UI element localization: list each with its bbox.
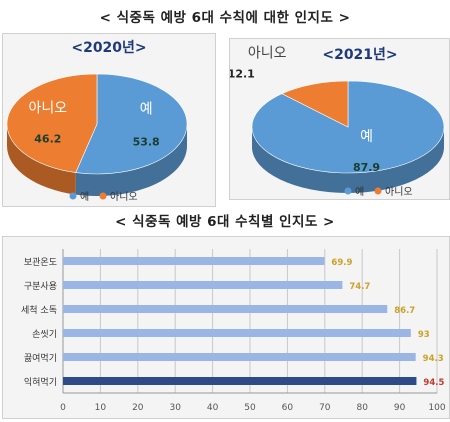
legend-marker-아니오 [99,192,107,200]
pie-title-2020: <2020년> [71,40,146,56]
value-label: 94.5 [423,378,444,388]
category-label: 끓여먹기 [24,352,57,364]
legend-label: 예 [80,191,89,203]
pie-slice-value: 46.2 [34,133,61,146]
pie-slice-아니오 [281,80,349,128]
legend-label: 예 [355,186,364,198]
x-tick-label: 100 [428,403,445,413]
bar-손씻기 [63,329,411,337]
x-tick-label: 80 [356,403,368,413]
category-label: 구분사용 [24,281,57,292]
value-label: 94.3 [423,354,444,364]
x-tick-label: 70 [319,403,331,413]
pie-slice-name: 예 [140,101,153,117]
x-tick-label: 30 [169,403,181,413]
bar-세척 소독 [63,305,388,313]
x-tick-label: 20 [132,403,144,413]
pie-slice-예 [75,73,188,175]
bar-chart: 0 10 20 30 40 50 60 70 80 90 100 보관온도 69.9 구분사용 74.7 세척… [21,249,446,413]
x-tick-label: 90 [394,403,406,413]
pie-slice-value: 53.8 [133,135,160,148]
pie-slice-name: 아니오 [29,101,68,117]
x-tick-label: 40 [207,403,219,413]
value-label: 69.9 [331,258,352,268]
legend-label: 아니오 [385,186,413,198]
legend-marker-아니오 [374,187,382,195]
bar-구분사용 [63,281,343,289]
value-label: 74.7 [349,282,370,292]
pie-slice-value: 12.1 [230,68,255,81]
category-label: 손씻기 [32,329,57,340]
x-tick-label: 10 [95,403,107,413]
x-tick-label: 50 [244,403,256,413]
pie-title-2021: <2021년> [322,47,397,63]
value-label: 93 [418,330,430,340]
pie-slice-name: 예 [360,129,373,145]
category-label: 보관온도 [24,257,57,268]
pie-side-아니오 [7,124,76,195]
pie-slice-아니오 [6,73,98,173]
bar-보관온도 [63,257,325,265]
legend-marker-예 [344,187,352,195]
bottom-title: < 식중독 예방 6대 수칙별 인지도 > [115,214,335,230]
x-tick-label: 0 [60,403,66,413]
pie-panel-2021: <2021년> 예 87.9 아니오 12.1 예 아니오 [228,38,450,200]
legend-label: 아니오 [110,191,138,203]
bar-끓여먹기 [63,353,416,361]
category-label: 세척 소독 [21,305,57,316]
pie-slice-value: 87.9 [353,161,380,174]
value-label: 86.7 [394,306,415,316]
top-title: < 식중독 예방 6대 수칙에 대한 인지도 > [99,10,351,26]
bar-익혀먹기 [63,377,417,385]
legend-marker-예 [69,192,77,200]
bar-panel: 0 10 20 30 40 50 60 70 80 90 100 보관온도 69.9 구분사용 74.7 세척… [2,236,450,419]
pie-side-예 [252,127,444,193]
pie-slice-name: 아니오 [248,46,287,62]
x-tick-label: 60 [282,403,294,413]
pie-panel-2020: <2020년> 예 53.8 아니오 46.2 예 아니오 [2,33,216,207]
pie-side-예 [75,124,187,196]
category-label: 익혀먹기 [24,376,57,388]
